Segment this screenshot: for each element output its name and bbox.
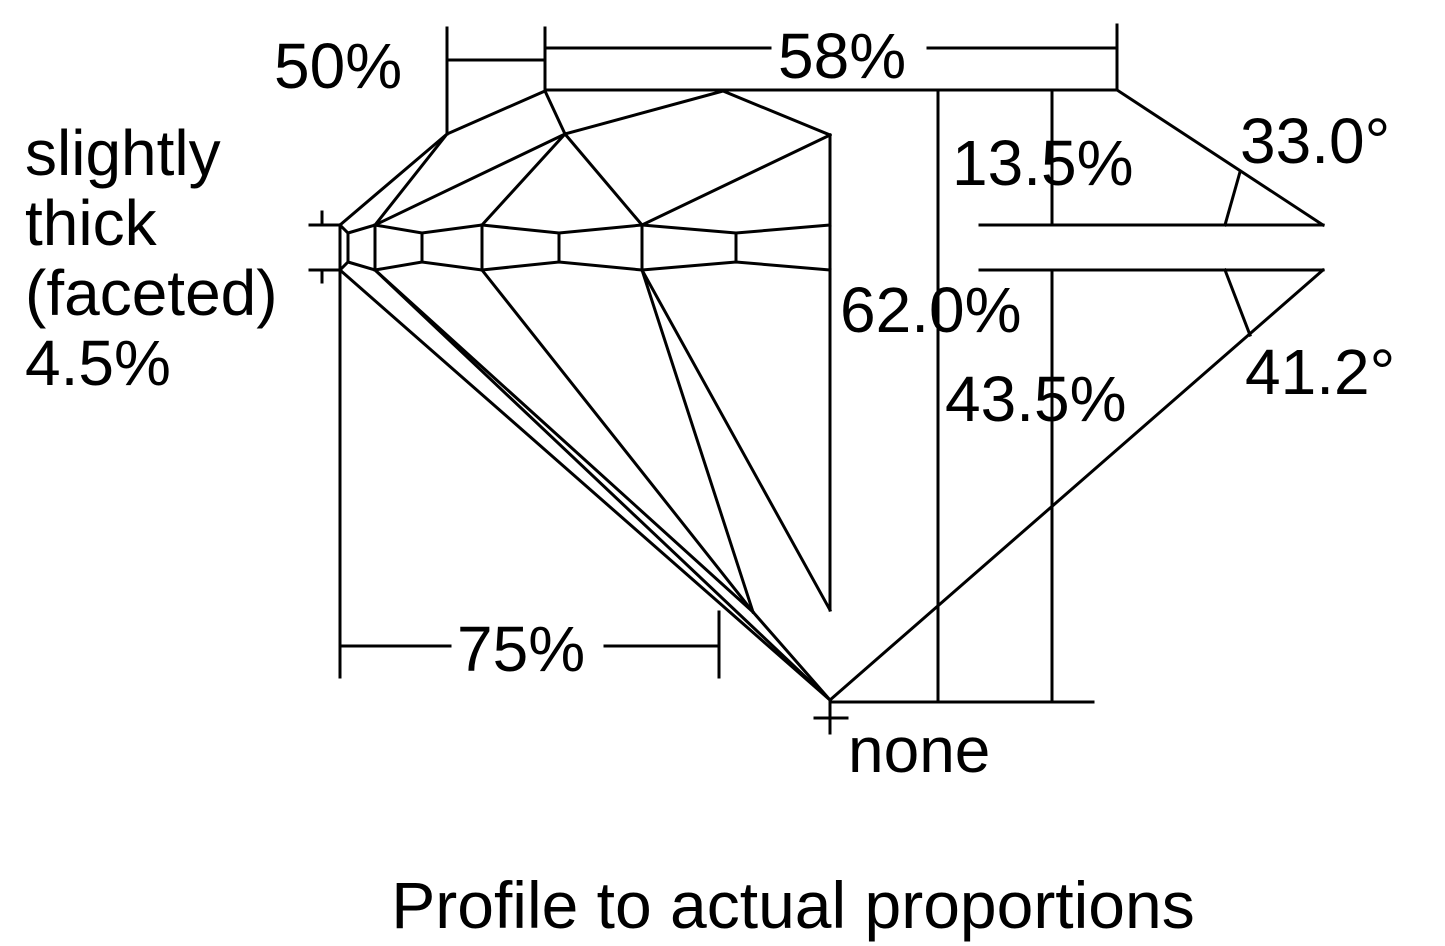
girdle-label: slightly thick (faceted) 4.5% (25, 117, 278, 399)
star-length-label: 75% (457, 613, 585, 685)
crown-height-label: 13.5% (952, 127, 1133, 199)
girdle-label-line: 4.5% (25, 327, 171, 399)
pavilion-depth-label: 43.5% (945, 363, 1126, 435)
total-depth-label: 62.0% (840, 274, 1021, 346)
pavilion-facets (337, 267, 849, 735)
crown-facets (337, 88, 1119, 612)
girdle-label-line: thick (25, 187, 158, 259)
pavilion-angle-arc (1223, 268, 1252, 337)
diagram-title: Profile to actual proportions (391, 868, 1194, 942)
dimension-brackets (338, 23, 1119, 679)
girdle-label-line: slightly (25, 117, 221, 189)
crown-angle-arc (1223, 170, 1242, 227)
pavilion-angle-label: 41.2° (1245, 336, 1395, 408)
girdle-label-line: (faceted) (25, 257, 278, 329)
culet-label: none (848, 714, 990, 786)
right-half-schematic (827, 87, 1326, 704)
table-label: 58% (778, 20, 906, 92)
crown-angle-label: 33.0° (1240, 105, 1390, 177)
girdle (308, 210, 832, 284)
lower-girdle-label: 50% (274, 30, 402, 102)
